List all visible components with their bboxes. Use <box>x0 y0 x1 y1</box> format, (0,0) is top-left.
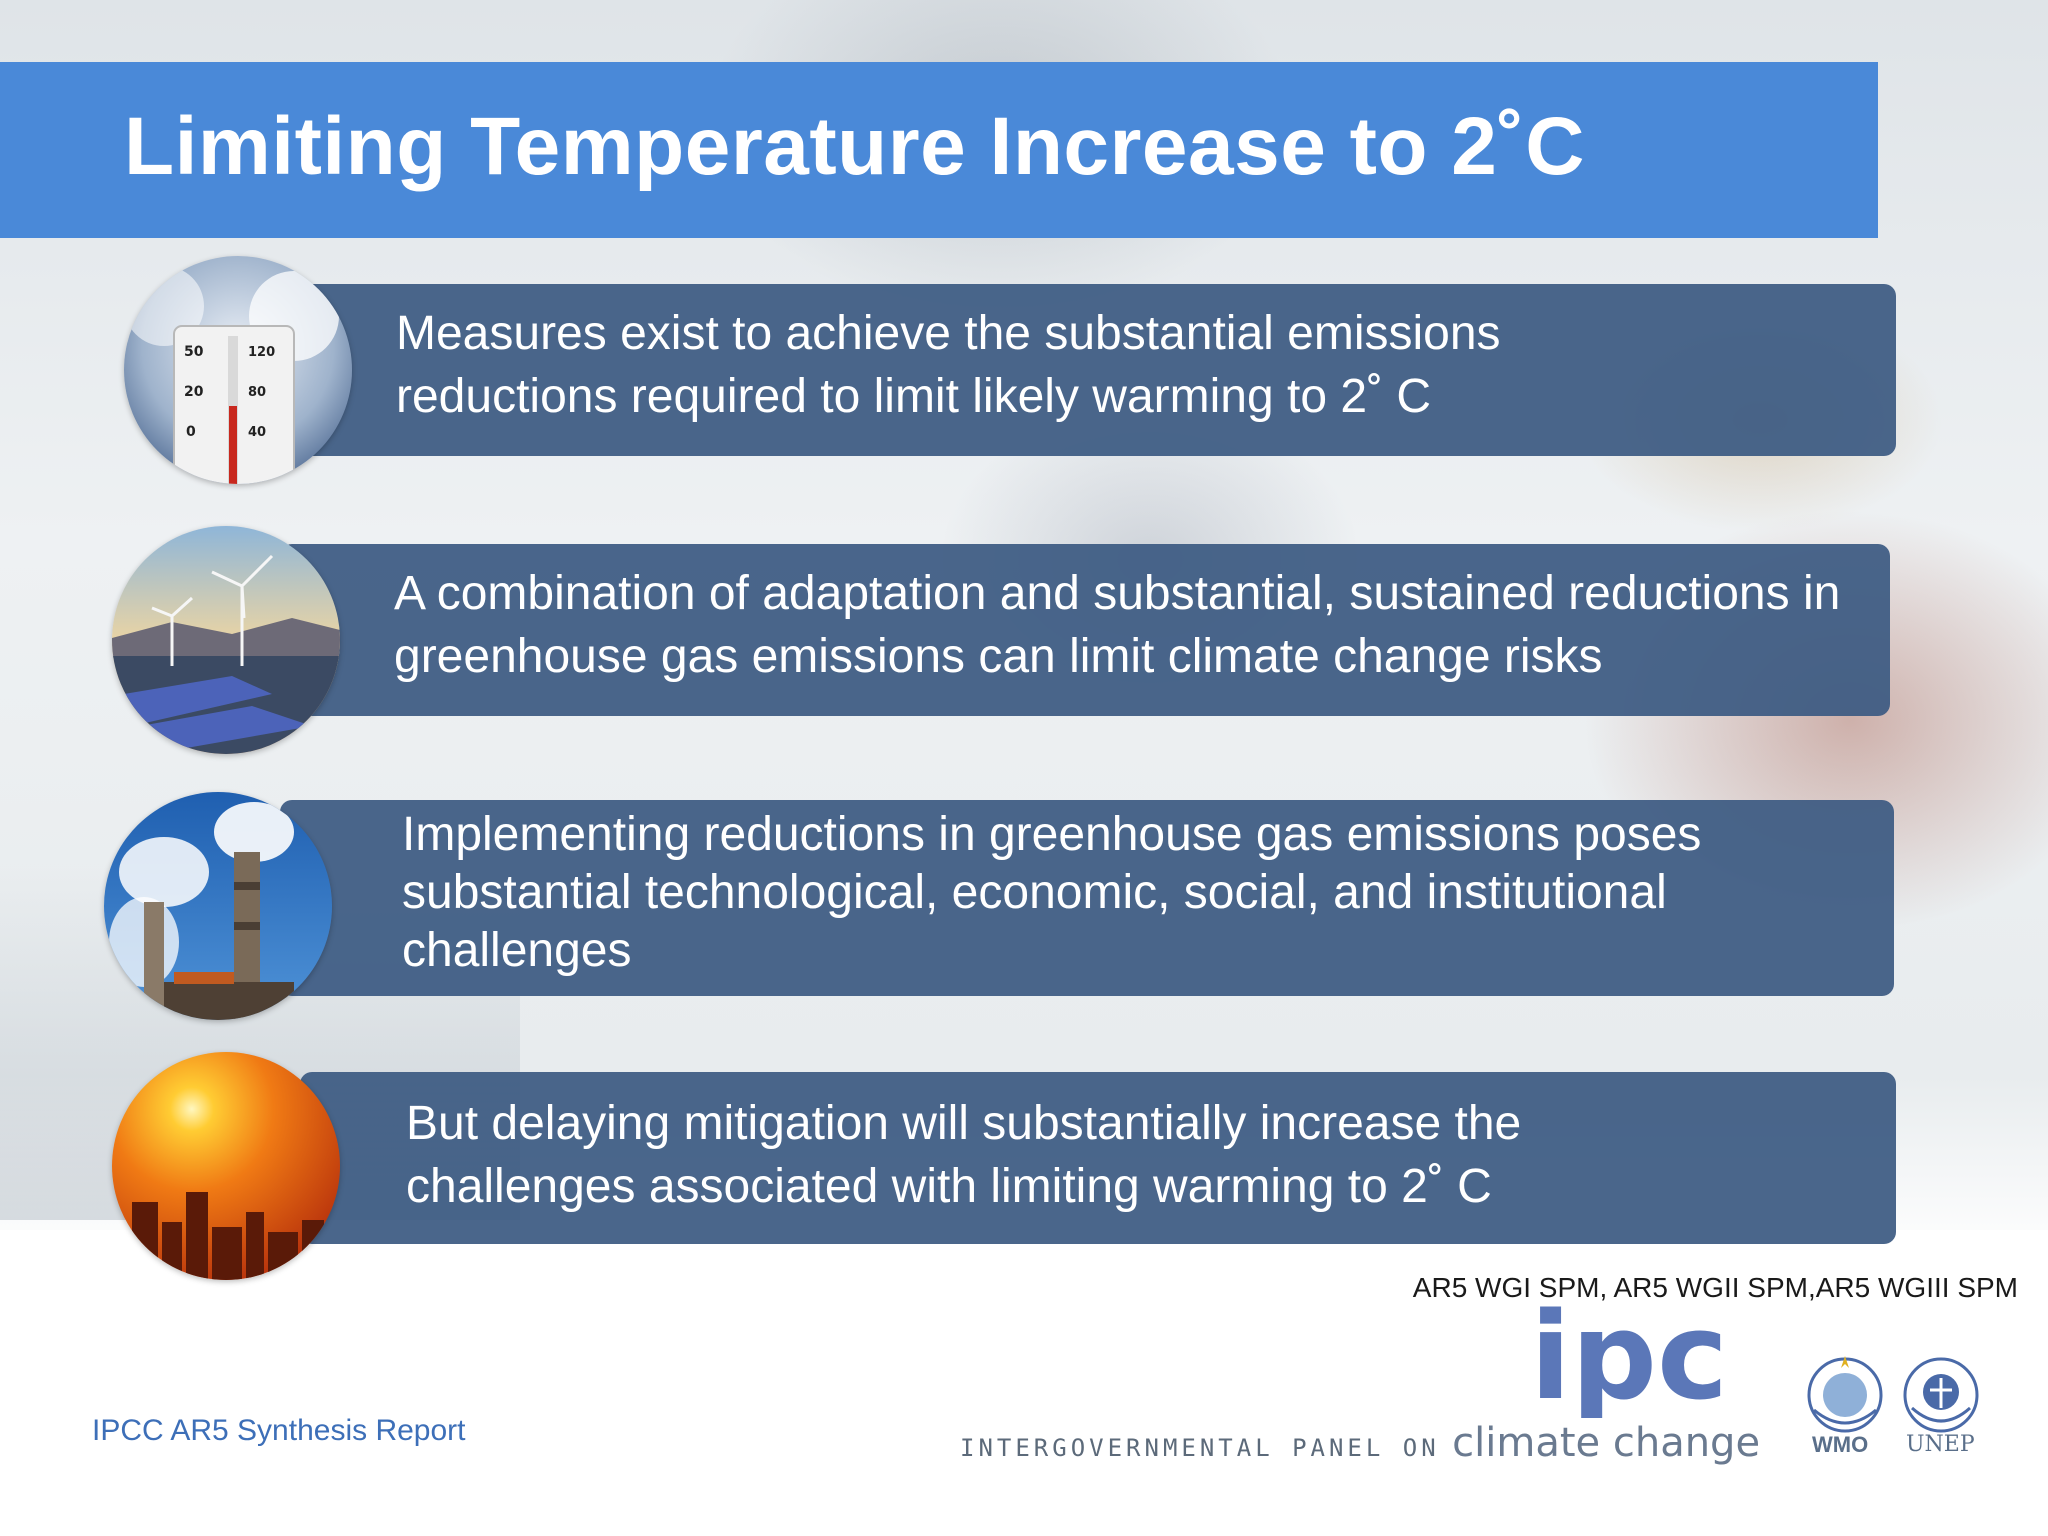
unep-label: UNEP <box>1906 1432 1975 1457</box>
statement-4-line-2: challenges associated with limiting warm… <box>406 1160 1492 1213</box>
unep-emblem <box>1903 1357 1979 1433</box>
statement-text-2: A combination of adaptation and substant… <box>394 562 1840 688</box>
statement-1-line-1: Measures exist to achieve the substantia… <box>396 307 1501 360</box>
panel-name-large: climate change <box>1452 1420 1761 1466</box>
slide-title: Limiting Temperature Increase to 2˚C <box>124 101 1585 192</box>
statement-text-3: Implementing reductions in greenhouse ga… <box>402 806 1701 980</box>
wmo-emblem <box>1807 1356 1883 1433</box>
statement-2-line-1: A combination of adaptation and substant… <box>394 567 1841 620</box>
footer-area <box>0 1230 2048 1536</box>
svg-text:120: 120 <box>248 345 275 360</box>
smokestacks-photo <box>104 792 332 1020</box>
references: AR5 WGI SPM, AR5 WGII SPM,AR5 WGIII SPM <box>1412 1272 2018 1303</box>
wmo-label: WMO <box>1812 1432 1869 1457</box>
title-bar <box>0 62 1878 238</box>
ipcc-panel-name: INTERGOVERNMENTAL PANEL ON climate chang… <box>960 1420 1760 1466</box>
svg-text:20: 20 <box>184 384 204 400</box>
statement-4-line-1: But delaying mitigation will substantial… <box>406 1097 1522 1150</box>
statement-2-line-2: greenhouse gas emissions can limit clima… <box>394 630 1603 683</box>
statement-panel-4 <box>300 1072 1896 1244</box>
statement-3-line-1: Implementing reductions in greenhouse ga… <box>402 808 1702 861</box>
statement-panel-1 <box>300 284 1896 456</box>
svg-text:40: 40 <box>248 425 266 440</box>
statement-text-1: Measures exist to achieve the substantia… <box>396 302 1501 428</box>
statement-panel-3 <box>280 800 1894 996</box>
ipcc-logo-text: ipcc <box>1530 1298 1730 1418</box>
thermometer-photo: 50 20 0 120 80 40 <box>124 256 352 484</box>
svg-text:80: 80 <box>248 385 266 400</box>
svg-text:50: 50 <box>184 344 204 360</box>
statement-3-line-3: challenges <box>402 924 632 977</box>
panel-name-small: INTERGOVERNMENTAL PANEL ON <box>960 1434 1440 1462</box>
statement-panel-2 <box>280 544 1890 716</box>
sun-over-city-photo <box>112 1052 340 1280</box>
ipcc-logo: ipcc <box>1530 1298 1730 1418</box>
svg-text:0: 0 <box>186 424 196 440</box>
statement-3-line-2: substantial technological, economic, soc… <box>402 866 1667 919</box>
footer-report-title: IPCC AR5 Synthesis Report <box>92 1414 466 1447</box>
statement-1-line-2: reductions required to limit likely warm… <box>396 370 1432 423</box>
statement-text-4: But delaying mitigation will substantial… <box>406 1092 1521 1218</box>
wind-turbines-solar-photo <box>112 526 340 754</box>
